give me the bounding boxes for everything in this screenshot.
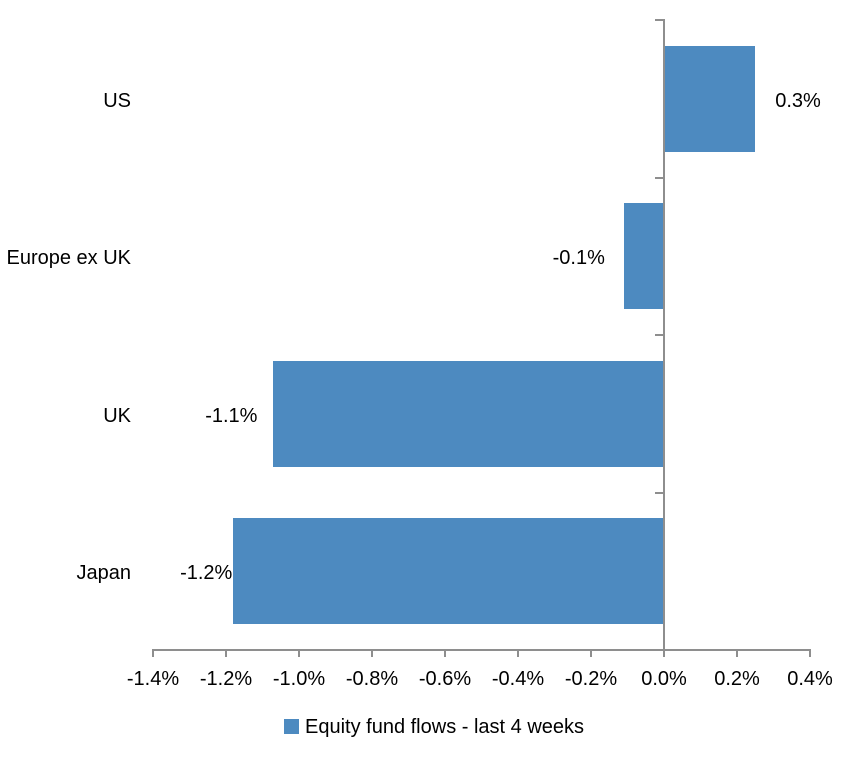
data-label-us: 0.3%	[775, 89, 821, 112]
data-label-europe-ex-uk: -0.1%	[552, 247, 605, 270]
data-label-uk: -1.1%	[205, 404, 258, 427]
x-tick-0.2	[736, 650, 738, 657]
x-tick--1.4	[152, 650, 154, 657]
x-tick-0.0	[663, 650, 665, 657]
category-label-us: US	[103, 89, 131, 112]
legend-label: Equity fund flows - last 4 weeks	[305, 716, 585, 738]
bar-japan	[233, 518, 664, 625]
x-axis-line	[152, 649, 811, 651]
category-label-uk: UK	[103, 404, 131, 427]
x-tick-label--0.2: -0.2%	[564, 668, 618, 690]
x-tick-0.4	[809, 650, 811, 657]
x-tick--0.4	[517, 650, 519, 657]
x-tick--0.2	[590, 650, 592, 657]
x-tick-label-0.2: 0.2%	[714, 668, 760, 690]
y-tick-boundary-2	[655, 334, 663, 336]
legend-square-marker	[284, 719, 299, 734]
x-tick--0.6	[444, 650, 446, 657]
bar-europe-ex-uk	[623, 203, 664, 310]
x-tick-label--0.4: -0.4%	[491, 668, 545, 690]
category-label-japan: Japan	[76, 562, 132, 585]
x-tick-label-0.4: 0.4%	[787, 668, 833, 690]
y-tick-boundary-3	[655, 491, 663, 494]
y-tick-boundary-1	[655, 176, 663, 179]
x-tick-label--1.2: -1.2%	[199, 668, 253, 690]
x-tick-label--0.8: -0.8%	[345, 668, 399, 690]
x-tick--0.8	[371, 650, 373, 657]
x-tick--1.0	[298, 650, 300, 657]
x-tick-label-0.0: 0.0%	[641, 668, 687, 690]
y-axis-line	[663, 19, 665, 651]
y-tick-boundary-0	[655, 19, 663, 21]
x-tick-label--1.4: -1.4%	[126, 668, 180, 690]
category-label-europe-ex-uk: Europe ex UK	[6, 247, 131, 270]
x-tick--1.2	[225, 650, 227, 657]
x-tick-label--0.6: -0.6%	[418, 668, 472, 690]
bar-us	[664, 45, 756, 152]
x-tick-label--1.0: -1.0%	[272, 668, 326, 690]
bar-uk	[273, 360, 664, 467]
data-label-japan: -1.2%	[180, 562, 233, 585]
